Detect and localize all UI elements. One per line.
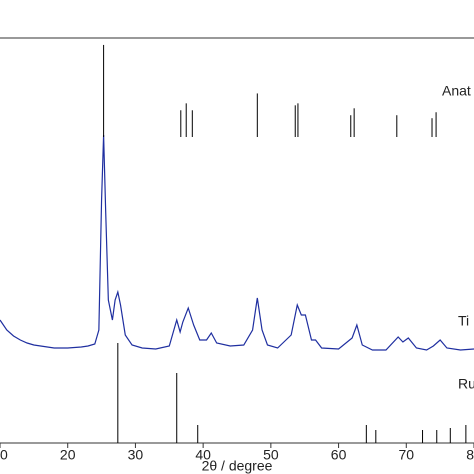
pattern-line	[0, 134, 474, 351]
x-tick-label: 70	[398, 447, 414, 463]
x-tick-label: 80	[466, 447, 474, 463]
series-label: Ru	[458, 376, 474, 392]
x-tick-label: 10	[0, 447, 8, 463]
series-label: Ti	[458, 313, 469, 329]
x-tick-label: 50	[263, 447, 279, 463]
series-label: Anat	[442, 83, 471, 99]
x-tick-label: 30	[128, 447, 144, 463]
x-tick-label: 20	[60, 447, 76, 463]
x-tick-label: 60	[331, 447, 347, 463]
x-axis-label: 2θ / degree	[202, 458, 273, 474]
x-tick-label: 40	[195, 447, 211, 463]
